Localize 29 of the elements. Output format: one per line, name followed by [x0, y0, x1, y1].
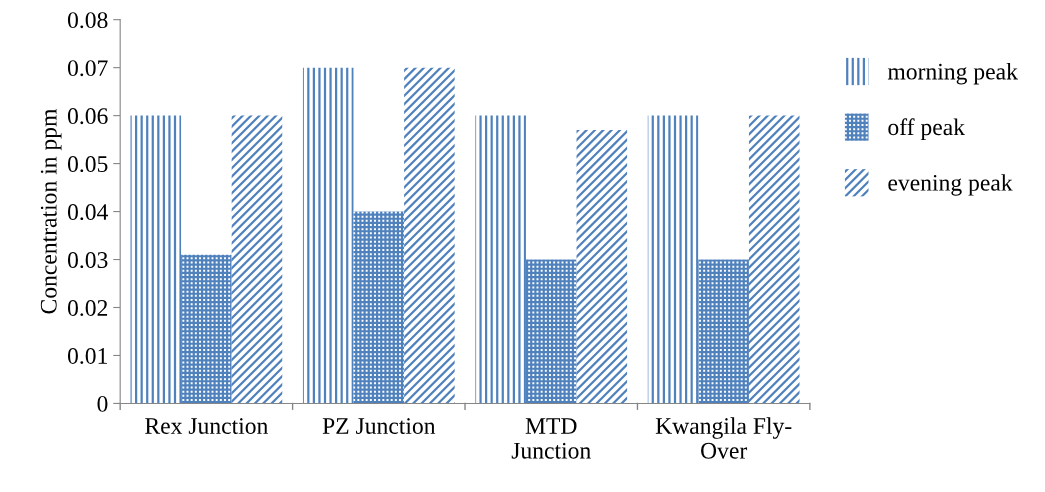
- bar: [647, 115, 699, 404]
- y-tick-label: 0.05: [67, 156, 108, 173]
- y-tick-label: 0.06: [67, 108, 108, 125]
- y-tick-label: 0.08: [67, 12, 108, 29]
- bar: [404, 67, 455, 404]
- legend-label: morning peak: [887, 63, 1018, 85]
- legend-label: evening peak: [888, 174, 1013, 196]
- x-tick-label: Rex Junction: [145, 418, 268, 434]
- y-axis-title: Concentration in ppm: [40, 108, 62, 314]
- y-tick-label: 0.07: [67, 60, 108, 77]
- bar: [130, 115, 182, 404]
- bar: [475, 115, 526, 404]
- y-tick-label: 0.04: [67, 204, 108, 221]
- y-tick-label: 0.01: [67, 347, 107, 364]
- bar: [748, 115, 800, 404]
- text: 0: [97, 395, 108, 412]
- bar: [353, 211, 405, 404]
- legend-label: off peak: [888, 118, 966, 141]
- x-tick-label: Kwangila Fly- Over: [655, 417, 792, 459]
- x-tick-label: MTD Junction: [511, 418, 591, 459]
- bar: [302, 67, 354, 404]
- bar: [181, 254, 232, 404]
- y-tick-label: 0.02: [67, 299, 108, 317]
- bar: [576, 130, 628, 404]
- x-tick-label: PZ Junction: [322, 418, 436, 434]
- y-tick-label: 0.03: [67, 252, 108, 269]
- bar: [698, 259, 749, 404]
- bar: [525, 259, 577, 404]
- bar: [231, 115, 283, 404]
